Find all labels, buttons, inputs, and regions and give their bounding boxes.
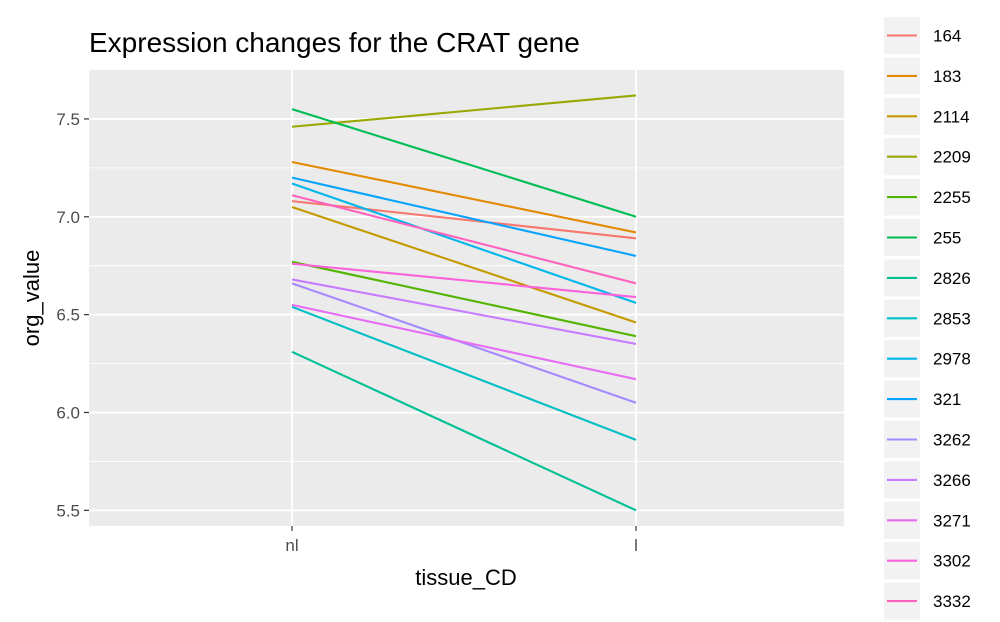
y-axis-title: org_value	[19, 250, 44, 347]
legend-label-2114: 2114	[933, 107, 970, 126]
series-lines	[291, 94, 637, 512]
grid-lines	[89, 70, 844, 526]
legend-label-2255: 2255	[933, 188, 971, 207]
y-tick-label: 6.5	[56, 306, 80, 325]
series-line-2209	[291, 94, 637, 128]
series-line-3302	[291, 262, 637, 299]
legend-label-183: 183	[933, 67, 961, 86]
y-tick-label: 7.0	[56, 208, 80, 227]
legend: 164 183 2114 2209 2255 255 2826 2853 2978 321 3262…	[884, 17, 971, 620]
plot-panel	[89, 70, 844, 526]
legend-label-3266: 3266	[933, 471, 971, 490]
series-line-2853	[291, 305, 637, 441]
series-line-3266	[291, 278, 637, 346]
legend-label-2853: 2853	[933, 309, 971, 328]
legend-label-255: 255	[933, 229, 961, 248]
legend-label-3302: 3302	[933, 552, 971, 571]
y-tick-label: 6.0	[56, 403, 80, 422]
chart-title: Expression changes for the CRAT gene	[89, 27, 580, 58]
x-tick-label: l	[634, 536, 638, 555]
series-line-3332	[291, 194, 637, 285]
x-tick-label: nl	[285, 536, 298, 555]
legend-label-164: 164	[933, 27, 961, 46]
legend-label-3262: 3262	[933, 431, 971, 450]
series-line-2114	[291, 206, 637, 324]
y-tick-label: 7.5	[56, 110, 80, 129]
legend-label-2209: 2209	[933, 148, 971, 167]
series-line-2255	[291, 260, 637, 338]
legend-label-2978: 2978	[933, 350, 971, 369]
series-line-183	[291, 160, 637, 234]
series-line-3271	[291, 303, 637, 381]
x-axis-title: tissue_CD	[415, 565, 516, 590]
series-line-164	[291, 200, 637, 240]
y-tick-label: 5.5	[56, 501, 80, 520]
x-axis: nl l	[285, 526, 638, 555]
series-line-2978	[291, 182, 637, 304]
series-line-2826	[291, 350, 637, 512]
series-line-321	[291, 176, 637, 257]
legend-label-3271: 3271	[933, 511, 971, 530]
legend-label-2826: 2826	[933, 269, 971, 288]
legend-label-321: 321	[933, 390, 961, 409]
series-line-255	[291, 108, 637, 218]
y-axis: 5.5 6.0 6.5 7.0 7.5	[56, 110, 89, 520]
legend-label-3332: 3332	[933, 592, 971, 611]
